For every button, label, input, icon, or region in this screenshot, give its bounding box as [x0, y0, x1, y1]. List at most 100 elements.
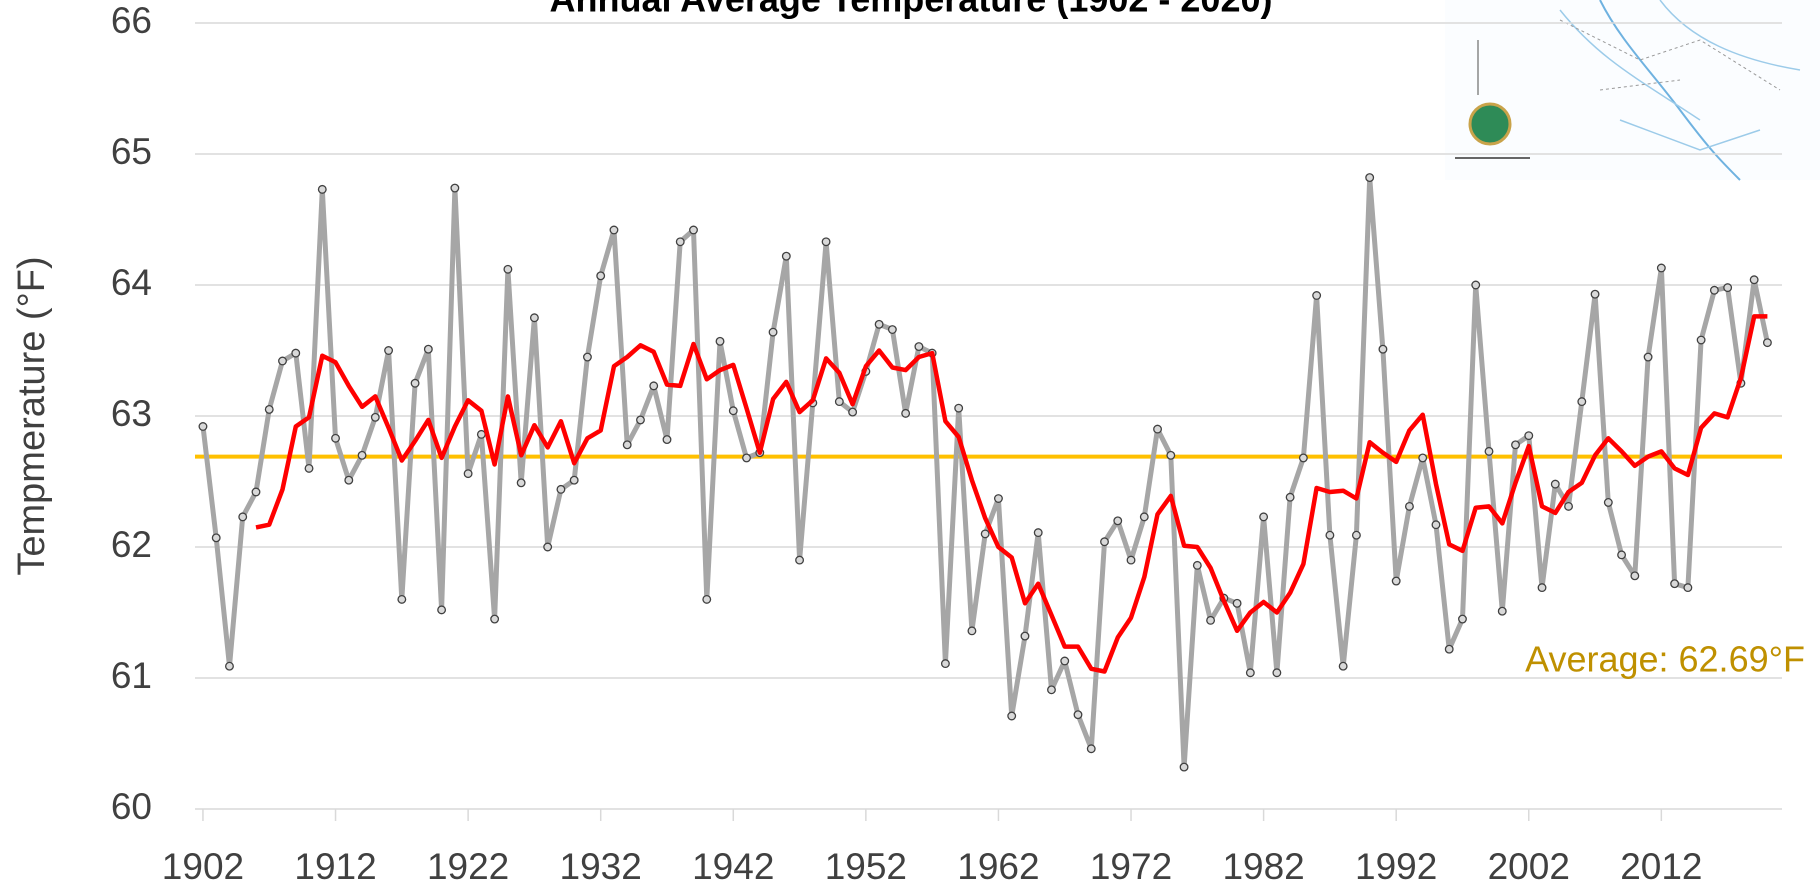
data-point: [225, 661, 234, 671]
data-point: [1033, 528, 1043, 538]
data-point: [291, 348, 301, 358]
data-point: [1524, 431, 1534, 441]
data-point: [543, 542, 553, 552]
data-point: [1060, 656, 1070, 666]
x-tick-label: 1912: [294, 846, 376, 887]
data-point: [1617, 550, 1627, 560]
data-point: [529, 313, 539, 323]
data-point: [1365, 173, 1375, 183]
y-tick-label: 60: [111, 786, 152, 827]
data-point: [1709, 285, 1719, 295]
average-label: Average: 62.69°F: [1525, 639, 1805, 680]
data-point: [1484, 446, 1494, 456]
data-point: [516, 478, 526, 488]
data-point: [1086, 744, 1096, 754]
data-point: [490, 614, 500, 624]
y-tick-label: 64: [111, 262, 152, 303]
data-point: [1073, 710, 1083, 720]
y-tick-label: 66: [111, 0, 152, 41]
data-point: [1418, 453, 1428, 463]
data-point: [503, 264, 513, 274]
data-point: [304, 463, 314, 473]
data-point: [1206, 615, 1216, 625]
data-point: [675, 237, 685, 247]
data-point: [384, 346, 394, 355]
data-point: [1391, 576, 1401, 586]
data-point: [848, 407, 858, 417]
data-point: [582, 352, 592, 362]
data-point: [556, 484, 566, 494]
y-tick-label: 65: [111, 131, 152, 172]
data-point: [476, 429, 486, 439]
data-point: [1100, 537, 1109, 547]
data-point: [1723, 283, 1733, 293]
data-point: [1047, 685, 1056, 695]
data-point: [1179, 762, 1189, 772]
data-point: [622, 440, 632, 450]
y-tick-label: 61: [111, 655, 152, 696]
data-point: [1471, 280, 1481, 290]
data-point: [1020, 631, 1030, 641]
data-point: [781, 251, 791, 261]
x-tick-label: 1982: [1222, 846, 1304, 887]
data-point: [1696, 335, 1706, 345]
data-point: [1007, 711, 1017, 721]
data-point: [1351, 530, 1361, 540]
data-point: [1126, 555, 1136, 565]
data-point: [715, 336, 725, 346]
data-point: [1749, 275, 1759, 285]
data-point: [1670, 579, 1680, 589]
data-point: [1404, 501, 1414, 511]
data-point: [874, 319, 884, 329]
data-point: [1550, 479, 1560, 489]
data-point: [397, 594, 407, 604]
data-point: [768, 327, 778, 337]
x-tick-label: 2012: [1620, 846, 1702, 887]
data-point: [993, 494, 1003, 503]
x-tick-label: 1932: [560, 846, 642, 887]
data-point: [1245, 668, 1255, 678]
data-point: [1458, 614, 1467, 624]
data-point: [569, 475, 579, 485]
data-point: [636, 415, 645, 425]
data-point: [1590, 289, 1600, 299]
data-point: [251, 487, 261, 497]
data-point: [662, 435, 672, 445]
data-point: [1656, 263, 1666, 273]
data-point: [1139, 512, 1149, 522]
data-point: [728, 406, 738, 416]
data-point: [795, 555, 805, 565]
data-point: [1497, 606, 1507, 616]
data-point: [887, 325, 897, 334]
data-point: [609, 225, 619, 235]
data-point: [344, 475, 354, 485]
series-line: [255, 314, 1768, 674]
data-point: [1259, 512, 1269, 522]
data-point: [1683, 583, 1693, 593]
data-point: [211, 533, 221, 543]
data-point: [1577, 397, 1587, 407]
x-tick-label: 2002: [1488, 846, 1570, 887]
data-point: [1232, 598, 1242, 608]
data-point: [1431, 520, 1441, 530]
x-tick-label: 1972: [1090, 846, 1172, 887]
data-point: [702, 594, 712, 604]
data-point: [1444, 644, 1454, 654]
data-point: [1378, 344, 1388, 354]
data-point: [967, 626, 977, 636]
data-point: [357, 450, 367, 460]
data-point: [689, 225, 698, 235]
data-point: [980, 529, 990, 539]
data-point: [238, 512, 248, 522]
data-point: [1166, 450, 1176, 460]
data-point: [834, 397, 844, 407]
data-point: [423, 344, 433, 354]
data-point: [596, 271, 606, 281]
y-axis-label: Tempmerature (°F): [11, 256, 53, 575]
data-point: [1298, 453, 1308, 463]
data-point: [1113, 516, 1123, 526]
data-point: [1325, 530, 1335, 540]
data-point: [1285, 492, 1295, 502]
data-point: [1511, 440, 1520, 450]
